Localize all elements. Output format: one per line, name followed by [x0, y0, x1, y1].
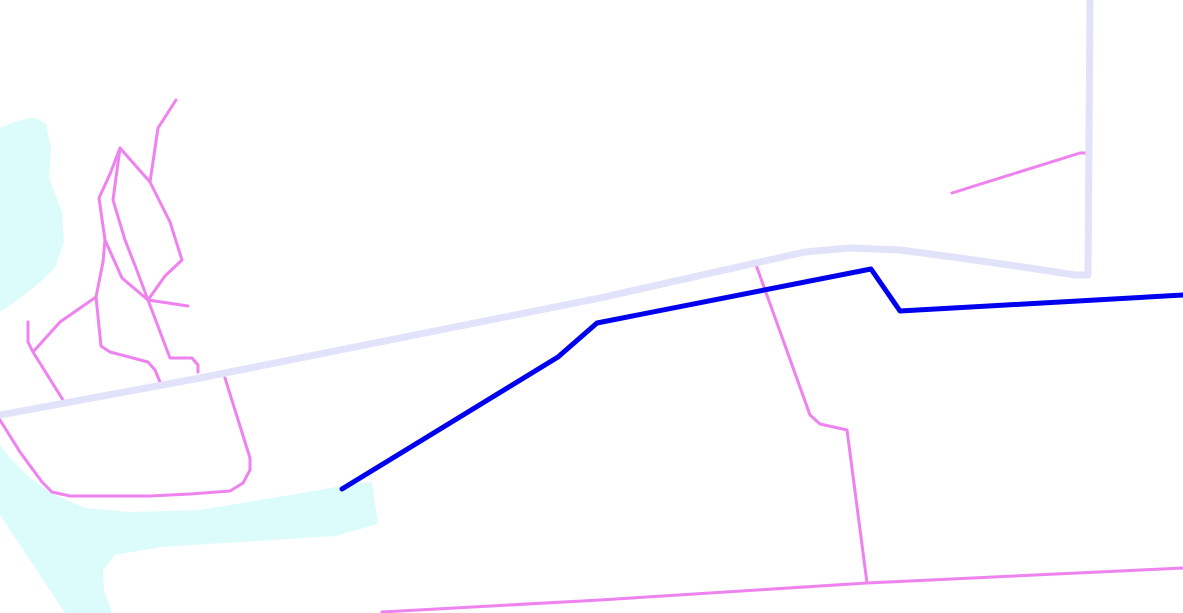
- minor-road: [753, 260, 869, 585]
- minor-road: [148, 98, 178, 184]
- minor-road: [950, 151, 1089, 195]
- minor-road: [26, 320, 65, 402]
- water-area: [0, 117, 378, 613]
- minor-road: [380, 566, 1183, 613]
- minor-road: [31, 295, 162, 384]
- minor-roads: [0, 98, 1183, 613]
- minor-road: [0, 376, 252, 498]
- highlighted-route: [339, 266, 1183, 492]
- minor-road: [94, 146, 200, 374]
- minor-road: [118, 146, 190, 308]
- minor-road: [103, 238, 150, 302]
- major-road: [0, 0, 1094, 419]
